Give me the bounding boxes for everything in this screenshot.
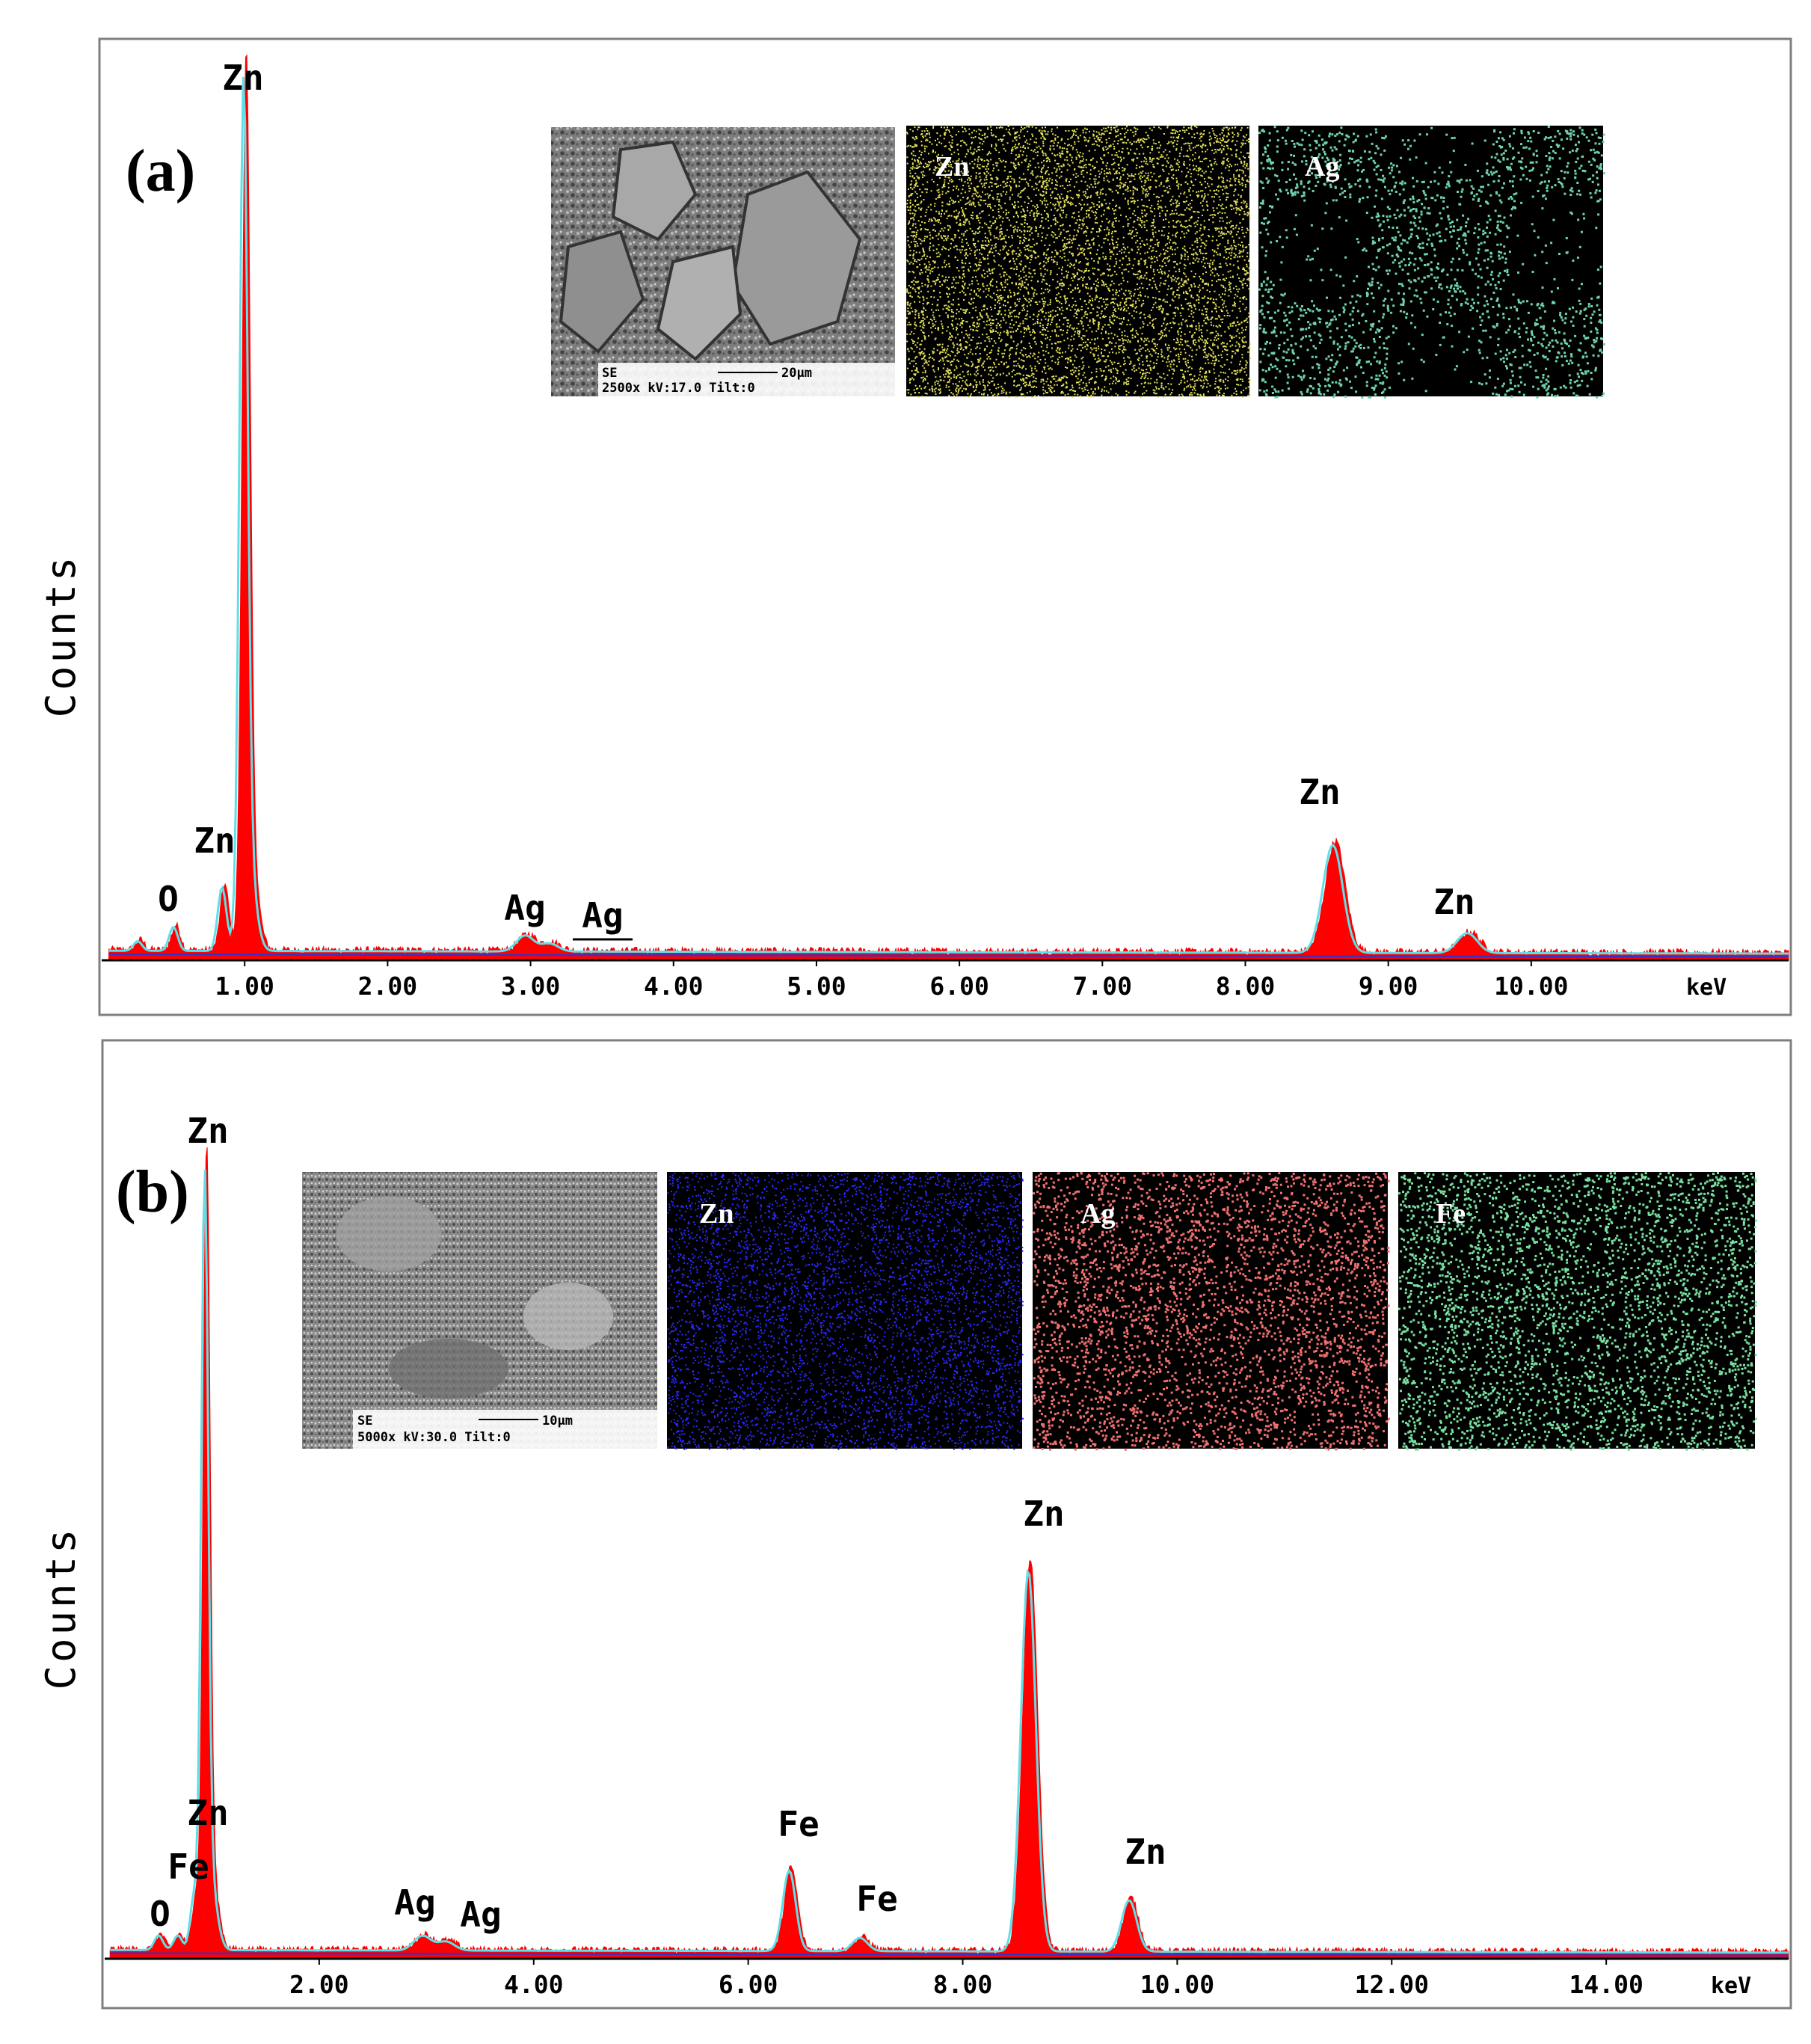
panel-b-sem-label: SE bbox=[357, 1414, 372, 1428]
x-tick-label: 12.00 bbox=[1355, 1970, 1429, 1999]
panel-b-map-ag-label: Ag bbox=[1080, 1198, 1115, 1230]
peak-label-b-ag-2: Ag bbox=[460, 1894, 501, 1935]
peak-label-a-o: O bbox=[158, 879, 179, 919]
x-tick-label: 4.00 bbox=[644, 972, 703, 1001]
peak-label-a-zn-l-main: Zn bbox=[222, 58, 263, 98]
panel-a-x-unit-label: keV bbox=[1686, 975, 1727, 1001]
x-tick-label: 6.00 bbox=[929, 972, 988, 1001]
x-tick-label: 10.00 bbox=[1494, 972, 1568, 1001]
map-dots bbox=[1258, 126, 1605, 399]
peak-label-a-ag-2: Ag bbox=[582, 895, 623, 936]
peak-label-a-zn-l-minor: Zn bbox=[194, 820, 235, 861]
map-dots bbox=[1033, 1172, 1390, 1451]
panel-a-sem-label: SE bbox=[602, 366, 617, 381]
x-tick-label: 2.00 bbox=[358, 972, 417, 1001]
panel-b-sem-info: 5000x kV:30.0 Tilt:0 bbox=[357, 1430, 511, 1445]
panel-b-x-unit-label: keV bbox=[1711, 1973, 1751, 1999]
panel-a-y-axis-label: Counts bbox=[37, 553, 84, 717]
panel-b-map-zn: Zn bbox=[667, 1172, 1024, 1450]
panel-b-sem-scale: 10μm bbox=[542, 1414, 573, 1428]
panel-a: (a) Counts 1.00 2.00 3.00 4.00 5.00 6.00 7.00 8… bbox=[37, 37, 1792, 1016]
panel-a-label: (a) bbox=[126, 138, 195, 204]
x-tick-label: 1.00 bbox=[215, 972, 274, 1001]
peak-label-b-fe-l: Fe bbox=[167, 1847, 209, 1887]
spectrum-fit-line bbox=[108, 76, 1789, 955]
panel-a-map-ag: Ag bbox=[1258, 126, 1605, 399]
panel-b-sem-image: SE 10μm 5000x kV:30.0 Tilt:0 bbox=[302, 1172, 657, 1449]
peak-label-b-ag-1: Ag bbox=[394, 1882, 435, 1923]
x-tick-label: 5.00 bbox=[787, 972, 846, 1001]
panel-a-x-ticks: 1.00 2.00 3.00 4.00 5.00 6.00 7.00 8.00 9.00 10.0… bbox=[215, 960, 1569, 1001]
peak-label-b-zn-l-minor: Zn bbox=[187, 1793, 228, 1833]
x-tick-label: 9.00 bbox=[1359, 972, 1418, 1001]
spectrum-fit-line bbox=[110, 1169, 1789, 1954]
panel-a-inset: SE 20μm 2500x kV:17.0 Tilt:0 Zn Ag bbox=[551, 126, 1605, 399]
peak-label-b-fe-ka: Fe bbox=[778, 1804, 819, 1844]
panel-b-inset: SE 10μm 5000x kV:30.0 Tilt:0 Zn Ag Fe bbox=[302, 1172, 1757, 1451]
peak-label-b-fe-kb: Fe bbox=[856, 1879, 897, 1919]
panel-b-map-fe-label: Fe bbox=[1436, 1198, 1466, 1230]
x-tick-label: 4.00 bbox=[504, 1970, 563, 1999]
panel-a-sem-image: SE 20μm 2500x kV:17.0 Tilt:0 bbox=[551, 127, 895, 396]
panel-b-label: (b) bbox=[116, 1159, 189, 1225]
map-dots bbox=[667, 1172, 1024, 1450]
peak-label-a-zn-ka: Zn bbox=[1299, 772, 1340, 812]
map-dots bbox=[906, 126, 1251, 398]
panel-b-y-axis-label: Counts bbox=[37, 1526, 84, 1689]
x-tick-label: 14.00 bbox=[1569, 1970, 1643, 1999]
panel-a-map-ag-label: Ag bbox=[1305, 151, 1339, 182]
panel-b-map-ag: Ag bbox=[1033, 1172, 1390, 1451]
panel-a-sem-info: 2500x kV:17.0 Tilt:0 bbox=[602, 381, 755, 396]
panel-b-spectrum bbox=[109, 1147, 1789, 1959]
panel-a-map-zn-label: Zn bbox=[935, 151, 969, 182]
spectrum-background-line bbox=[108, 953, 1789, 958]
peak-label-b-zn-ka: Zn bbox=[1023, 1494, 1064, 1534]
panel-b-map-zn-label: Zn bbox=[699, 1198, 734, 1230]
panel-b: (b) Counts 2.00 4.00 6.00 8.00 10.00 12.00 14.… bbox=[37, 1039, 1792, 2010]
peak-label-b-o: O bbox=[150, 1894, 170, 1934]
peak-label-a-zn-kb: Zn bbox=[1433, 882, 1475, 922]
peak-label-b-zn-kb: Zn bbox=[1125, 1832, 1166, 1872]
x-tick-label: 10.00 bbox=[1140, 1970, 1214, 1999]
map-dots bbox=[1398, 1172, 1757, 1451]
x-tick-label: 8.00 bbox=[933, 1970, 992, 1999]
x-tick-label: 2.00 bbox=[289, 1970, 348, 1999]
panel-a-spectrum bbox=[108, 54, 1789, 961]
panel-b-map-fe: Fe bbox=[1398, 1172, 1757, 1451]
x-tick-label: 8.00 bbox=[1216, 972, 1275, 1001]
peak-label-a-ag-1: Ag bbox=[504, 888, 545, 928]
peak-label-b-zn-l-main: Zn bbox=[187, 1111, 228, 1151]
panel-a-map-zn: Zn bbox=[906, 126, 1251, 398]
x-tick-label: 7.00 bbox=[1073, 972, 1132, 1001]
x-tick-label: 3.00 bbox=[501, 972, 560, 1001]
spectrum-background-line bbox=[110, 1952, 1789, 1957]
panel-b-x-ticks: 2.00 4.00 6.00 8.00 10.00 12.00 14.00 bbox=[289, 1959, 1644, 1999]
panel-a-sem-scale: 20μm bbox=[781, 366, 812, 381]
x-tick-label: 6.00 bbox=[719, 1970, 778, 1999]
